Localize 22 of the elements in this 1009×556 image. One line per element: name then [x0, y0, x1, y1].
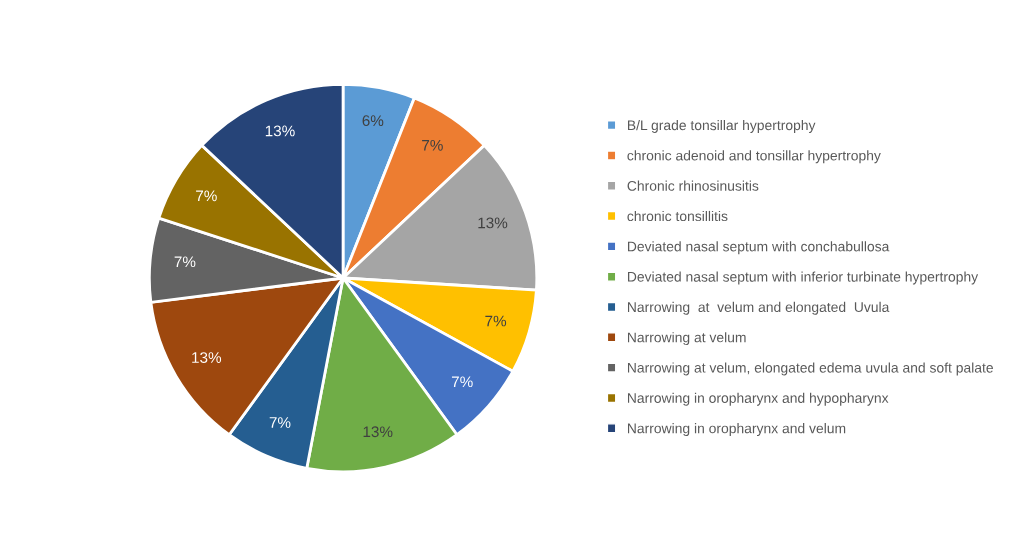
legend-label: Narrowing at velum, elongated edema uvula and soft palate [627, 362, 993, 376]
legend-label: Narrowing in oropharynx and velum [627, 423, 846, 437]
data-label: 7% [269, 417, 291, 428]
data-label: 7% [422, 139, 443, 151]
data-label: 13% [363, 426, 393, 438]
legend-label: Deviated nasal septum with inferior turbinate hypertrophy [627, 271, 979, 285]
legend-label: chronic tonsillitis [627, 210, 728, 222]
legend-label: Deviated nasal septum with conchabullosa [627, 241, 890, 255]
data-label: 13% [478, 217, 508, 229]
data-label: 7% [485, 315, 507, 327]
legend-label: Chronic rhinosinusitis [627, 180, 759, 191]
data-label: 7% [196, 190, 217, 202]
data-label: 13% [192, 352, 222, 363]
legend-label: Narrowing at velum [627, 332, 746, 346]
data-label: 13% [265, 125, 295, 137]
legend-label: Narrowing at velum and elongated Uvula [627, 301, 890, 315]
legend-label: chronic adenoid and tonsillar hypertrophy [627, 150, 881, 164]
data-label: 6% [362, 115, 384, 127]
data-label: 7% [451, 376, 473, 388]
data-label: 7% [174, 256, 196, 268]
legend-label: B/L grade tonsillar hypertrophy [627, 119, 816, 133]
legend-label: Narrowing in oropharynx and hypopharynx [627, 392, 889, 406]
